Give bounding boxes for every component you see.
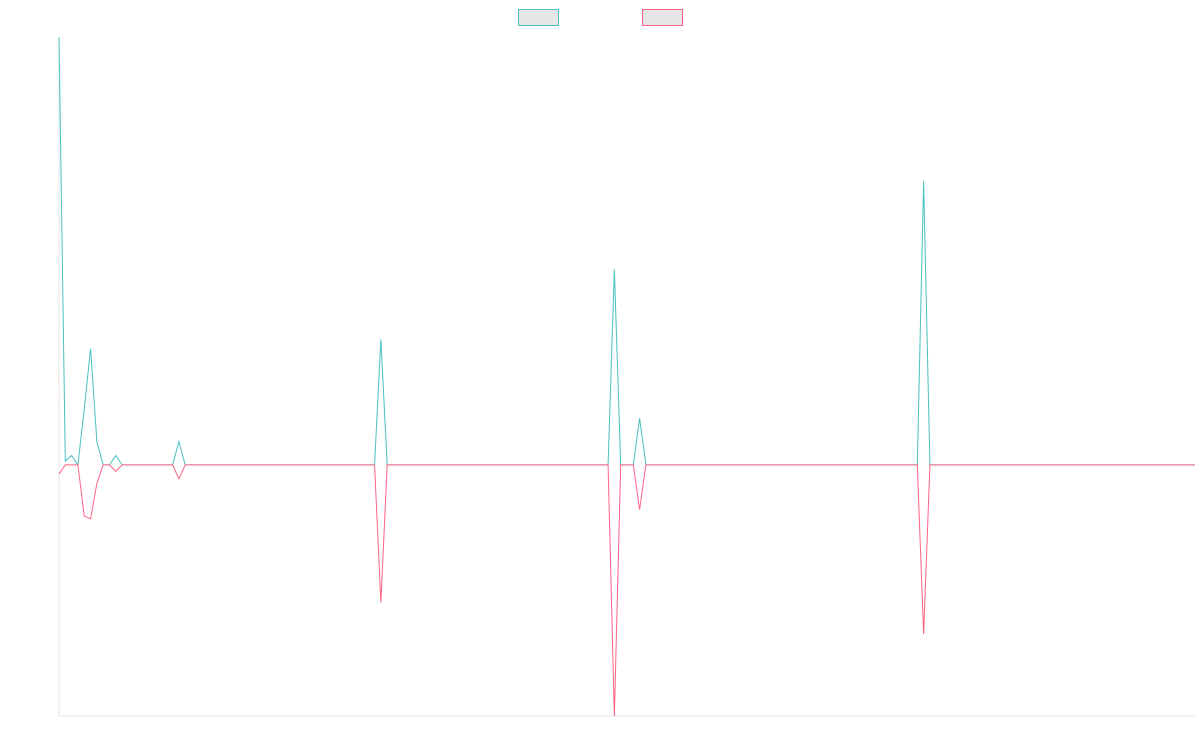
legend-swatch-2[interactable]	[642, 9, 683, 26]
axes	[58, 37, 1195, 717]
legend[interactable]	[518, 9, 683, 26]
legend-swatch-1[interactable]	[518, 9, 559, 26]
series-line-1	[58, 36, 1195, 467]
series-line-2	[58, 464, 1195, 717]
series-layer	[58, 36, 1195, 717]
